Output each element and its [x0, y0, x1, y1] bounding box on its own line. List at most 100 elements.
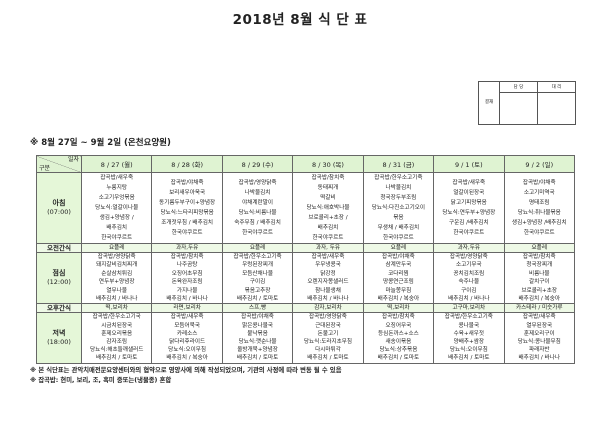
menu-cell: 잡곡밥/한우소고기죽 우렁된장찌개 모듬산채나물 구이김 볶음고추장 배추김치 / 토마토	[221, 251, 294, 305]
menu-cell: 잡곡밥/한우소고기죽 나박물김치 청국장두부조림 당뇨식:다진소고기오이 볶음 무생채 /…	[362, 172, 435, 244]
menu-item: 당뇨식:오이무침	[168, 347, 207, 354]
menu-item: 요플레	[531, 245, 547, 251]
footnote: ※ 잡곡밥: 현미, 보리, 조, 흑미 중또는(냉물종) 혼합	[30, 376, 172, 384]
menu-item: 한국야쿠르트	[453, 230, 485, 236]
menu-item: 잡곡밥/야채죽	[241, 314, 274, 321]
menu-item: 잡곡밥/영양닭죽	[309, 314, 347, 321]
menu-item: 오징어초무침	[171, 270, 203, 277]
menu-item: 한국야쿠르트	[171, 230, 203, 236]
menu-item: 잡곡밥/영양닭죽	[238, 180, 277, 186]
menu-item: 브로콜리+초장 /	[308, 215, 348, 221]
menu-item: 비름나물	[528, 270, 550, 277]
menu-item: 배추김치 / 토마토	[236, 355, 279, 362]
menu-item: 소고기미역국	[523, 190, 555, 196]
meal-name: 오전간식	[47, 244, 71, 252]
menu-item: 배추김치 / 토마토	[236, 296, 279, 303]
menu-item: 참나물생채	[315, 287, 341, 294]
menu-cell: 요플레	[80, 243, 153, 253]
menu-item: 잡곡밥/새우죽	[100, 175, 134, 181]
menu-cell: 잡곡밥/새우죽 우무냉콩국 닭강정 오렌지자몽샐러드 참나물생채 배추김치 / 바나나	[292, 251, 364, 305]
meal-label: 점심 (12:00)	[36, 251, 82, 305]
menu-item: 청국장찌개	[526, 262, 553, 269]
menu-item: 코다리찜	[388, 270, 409, 277]
menu-item: 당뇨식:애호박나물	[306, 205, 350, 211]
menu-item: 잡곡밥/한우소고기죽	[374, 175, 423, 181]
approval-sign-deputy	[537, 92, 576, 125]
menu-item: 브로콜리+초장	[521, 287, 558, 294]
menu-item: 생김+양념장 /배추김치	[511, 220, 567, 226]
menu-cell: 과자,두유	[151, 243, 223, 253]
page-title: 2018년 8월 식 단 표	[232, 12, 368, 28]
menu-item: 잡곡밥/참치죽	[311, 175, 345, 181]
menu-cell: 잡곡밥/새우죽 열무된장국 훈제오리구이 당뇨식:콩나물무침 파래자반 배추김치 / 바나…	[503, 312, 576, 364]
menu-item: 당뇨식:상추볶음	[379, 347, 418, 354]
period-subtitle: ※ 8월 27일 ~ 9월 2일 (온천요양원)	[30, 138, 171, 148]
menu-item: 당뇨식:오이무침	[449, 347, 488, 354]
menu-item: 무생채 / 배추김치	[377, 225, 420, 231]
menu-item: 수육+새우젓	[453, 330, 485, 337]
menu-cell: 잡곡밥/한우소고기죽 콩나물국 수육+새우젓 양배추+쌈장 당뇨식:오이무침 배추김치 /…	[433, 312, 505, 364]
meal-row: 오전간식 요플레 과자,두유 요플레 과자, 두유 요플레 과자,두유 요플레	[36, 243, 576, 253]
menu-item: 갈치구이	[528, 279, 550, 286]
menu-cell: 잡곡밥/영양닭죽 나박물김치 야채계란말이 당뇨식:비름나물 숙주무침 / 배추김치 한국…	[221, 172, 294, 244]
menu-cell: 과자,두유	[433, 243, 505, 253]
menu-item: 숙주나물	[458, 279, 480, 286]
menu-item: 한국야쿠르트	[101, 235, 133, 241]
menu-item: 당뇨식:깻순나물	[238, 339, 277, 346]
menu-item: 소고기무국	[455, 262, 482, 269]
approval-sign-manager	[499, 92, 538, 125]
menu-item: 돼지갈비김치찌개	[96, 262, 138, 269]
menu-cell: 잡곡밥/야채죽 보리새우아욱국 동기름두부구이+양념장 당뇨식:느타리피망볶음 조개젓무…	[151, 172, 223, 244]
menu-item: 당뇨식:취나물볶음	[517, 210, 561, 216]
menu-item: 구이김	[461, 287, 477, 294]
menu-item: 감자조림	[106, 339, 127, 346]
menu-item: 파래자반	[528, 347, 550, 354]
menu-item: 배추김치 / 복숭아	[377, 296, 420, 303]
menu-item: 떡,보리차	[387, 305, 410, 312]
corner-category-label: 구분	[39, 165, 51, 172]
menu-item: 카레소스	[176, 330, 198, 337]
menu-item: 잡곡밥/야채죽	[522, 180, 556, 186]
menu-item: 당뇨식:다진소고기오이	[371, 205, 426, 211]
menu-item: 야채계란말이	[242, 200, 273, 206]
menu-cell: 카스테라 / 미숫가루	[503, 303, 576, 314]
menu-item: 잡곡밥/참치죽	[522, 254, 556, 260]
menu-item: 당뇨식:연두부+양념장	[442, 210, 496, 216]
menu-cell: 요플레	[503, 243, 576, 253]
date-header: 9 / 1 (토)	[433, 155, 505, 173]
menu-item: 배추김치 / 토마토	[448, 355, 490, 362]
menu-item: 한국야쿠르트	[523, 230, 555, 236]
menu-item: 잡곡밥/새우죽	[522, 314, 556, 321]
menu-item: 배추김치 / 바나나	[448, 296, 490, 303]
menu-item: 닭고기피망볶음	[450, 200, 487, 206]
menu-item: 잡곡밥/참치죽	[382, 314, 415, 321]
meal-label: 아침 (07:00)	[36, 172, 82, 244]
menu-item: 잡곡밥/야채죽	[170, 180, 204, 186]
menu-item: 배추김치 / 복숭아	[518, 296, 560, 303]
menu-item: 배추김치 / 복숭아	[166, 355, 208, 362]
date-header: 8 / 29 (수)	[221, 155, 294, 173]
menu-cell: 요플레	[221, 243, 294, 253]
menu-item: 과자,두유	[457, 245, 480, 251]
date-header: 9 / 2 (일)	[503, 155, 576, 173]
menu-item: 라면,보리차	[173, 305, 201, 312]
menu-cell: 잡곡밥/야채죽 맑은콩나물국 불낙볶음 당뇨식:깻순나물 올방개묵+양념장 배추김치 / …	[221, 312, 294, 364]
menu-cell: 잡곡밥/영양닭죽 근대된장국 돈불고기 당뇨식:도라지초무침 다시마튀각 배추김치 / 토…	[292, 312, 364, 364]
menu-item: 당뇨식:도라지초무침	[303, 339, 353, 346]
menu-item: 과자,두유	[175, 245, 199, 251]
menu-item: 떡갈비	[320, 195, 336, 201]
menu-item: 등심돈까스+소스	[378, 330, 419, 337]
menu-item: 구운김 /배추김치	[448, 220, 489, 226]
menu-item: 잡곡밥/한우소고기국	[92, 314, 141, 321]
approval-box: 결재 담 당 대 리	[478, 81, 576, 125]
menu-item: 배추김치	[317, 225, 339, 231]
menu-item: 땅콩연근조림	[382, 279, 414, 286]
menu-item: 모듬산채나물	[242, 270, 273, 277]
menu-cell: 스프,빵	[221, 303, 294, 314]
menu-item: 얼갈이된장국	[453, 190, 485, 196]
menu-item: 훈제오리구이	[523, 330, 555, 337]
menu-item: 연두부+양념장	[98, 279, 135, 286]
menu-item: 꽁치김치조림	[453, 270, 485, 277]
approval-col-deputy: 대 리	[537, 81, 576, 93]
menu-item: 배추김치 / 바나나	[95, 296, 138, 303]
